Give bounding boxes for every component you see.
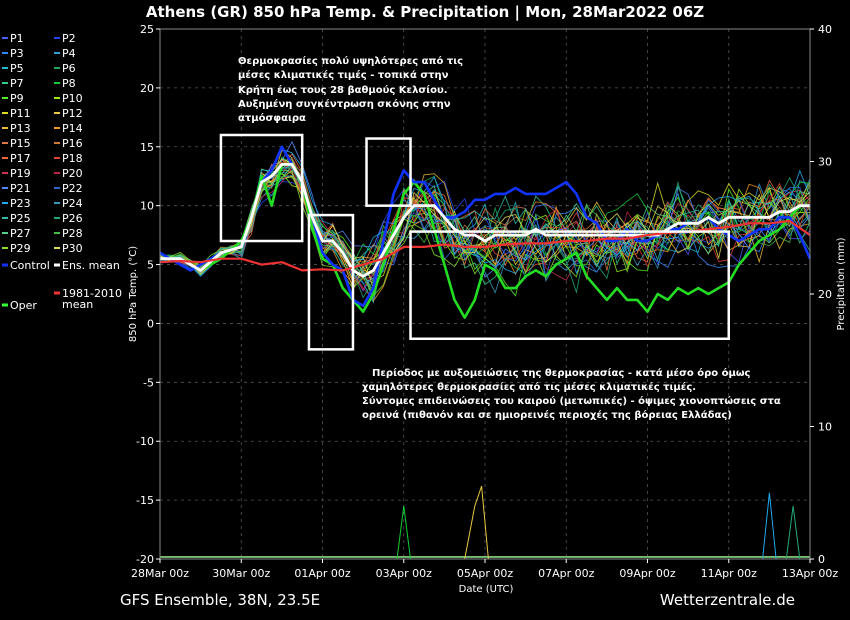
legend-label: P27 xyxy=(10,227,31,240)
y2-tick-label: 0 xyxy=(818,553,825,566)
y2-tick-label: 10 xyxy=(818,421,832,434)
legend-label: P24 xyxy=(62,197,83,210)
precip-mark-p12 xyxy=(464,485,489,560)
legend-label: P28 xyxy=(62,227,83,240)
x-axis-label: Date (UTC) xyxy=(459,584,514,595)
legend-label: P6 xyxy=(62,62,76,75)
highlight-box-1 xyxy=(219,133,304,243)
legend-label: P17 xyxy=(10,152,31,165)
precip-mark-p26 xyxy=(785,505,801,560)
series-1981-2010-mean xyxy=(159,219,811,272)
legend: P1 P2 P3 P4 P5 P6 P7 P8 P9 P10 P11 P12 P13 P14 P15 P16 P… xyxy=(2,32,122,312)
precipitation-bars xyxy=(160,485,810,560)
y-tick-label: 10 xyxy=(140,200,154,213)
y-tick-label: -5 xyxy=(143,376,154,389)
annotation-line: ατμόσφαιρα xyxy=(238,112,306,124)
legend-label: P26 xyxy=(62,212,83,225)
annotation-line: Κρήτη έως τους 28 βαθμούς Κελσίου. xyxy=(238,84,448,96)
chart-title: Athens (GR) 850 hPa Temp. & Precipitatio… xyxy=(146,3,704,22)
x-tick-label: 13Apr 00z xyxy=(782,567,839,580)
y2-tick-label: 20 xyxy=(818,288,832,301)
x-tick-label: 28Mar 00z xyxy=(131,567,189,580)
annotation-line: χαμηλότερες θερμοκρασίες από τις μέσες κ… xyxy=(362,381,696,393)
legend-label: P3 xyxy=(10,47,24,60)
legend-label: P13 xyxy=(10,122,31,135)
annotation-line: Αυξημένη συγκέντρωση σκόνης στην xyxy=(238,98,451,110)
y-tick-label: 20 xyxy=(140,82,154,95)
annotations: Θερμοκρασίες πολύ υψηλότερες από τις μέσε… xyxy=(238,55,781,421)
legend-label: P2 xyxy=(62,32,76,45)
y-tick-label: -20 xyxy=(136,553,154,566)
y-tick-label: 5 xyxy=(147,259,154,272)
y-tick-label: -15 xyxy=(136,494,154,507)
axes: 25 20 15 10 5 0 -5 -10 -15 -20 40 30 20 10 0 28Mar 00z 3… xyxy=(131,23,838,580)
series-ens-mean xyxy=(160,162,810,278)
legend-label: Ens. mean xyxy=(62,259,120,272)
legend-label: P21 xyxy=(10,182,31,195)
annotation-line: Σύντομες επιδεινώσεις του καιρού (μετωπι… xyxy=(362,395,781,407)
precip-mark-p8 xyxy=(396,505,411,560)
annotation-line: ορεινά (πιθανόν και σε ημιορεινές περιοχ… xyxy=(362,409,732,421)
annotation-line: μέσες κλιματικές τιμές - τοπικά στην xyxy=(238,69,449,81)
member-line-p23 xyxy=(159,148,811,277)
legend-label: P19 xyxy=(10,167,31,180)
member-line-p8 xyxy=(159,156,811,275)
legend-label: P14 xyxy=(62,122,83,135)
y-tick-label: -10 xyxy=(136,435,154,448)
y2-axis-label: Precipitation (mm) xyxy=(836,237,847,330)
highlight-boxes xyxy=(219,133,730,351)
legend-label: P29 xyxy=(10,242,31,255)
legend-label: P18 xyxy=(62,152,83,165)
x-tick-label: 11Apr 00z xyxy=(701,567,758,580)
legend-label: P16 xyxy=(62,137,83,150)
x-tick-label: 03Apr 00z xyxy=(376,567,433,580)
legend-label: P5 xyxy=(10,62,24,75)
legend-label: P15 xyxy=(10,137,31,150)
member-line-p25 xyxy=(159,166,811,292)
main-series xyxy=(159,145,812,319)
annotation-line: Θερμοκρασίες πολύ υψηλότερες από τις xyxy=(238,55,463,67)
legend-label: Oper xyxy=(10,299,37,312)
legend-label: P8 xyxy=(62,77,76,90)
legend-label: Control xyxy=(10,259,50,272)
member-line-p29 xyxy=(159,170,811,297)
highlight-box-3 xyxy=(365,137,412,207)
y2-tick-label: 30 xyxy=(818,156,832,169)
legend-label: P1 xyxy=(10,32,24,45)
member-line-p17 xyxy=(159,158,811,274)
member-line-p18 xyxy=(159,162,811,281)
legend-label: P10 xyxy=(62,92,83,105)
highlight-box-4 xyxy=(409,230,730,341)
legend-label: P30 xyxy=(62,242,83,255)
legend-label: P12 xyxy=(62,107,83,120)
legend-label: P4 xyxy=(62,47,76,60)
footer-brand: Wetterzentrale.de xyxy=(660,591,795,609)
legend-label: 1981-2010 mean xyxy=(62,287,122,311)
annotation-line: Περίοδος με αυξομειώσεις της θερμοκρασία… xyxy=(372,367,751,379)
legend-label: P25 xyxy=(10,212,31,225)
legend-label: P9 xyxy=(10,92,24,105)
x-tick-label: 05Apr 00z xyxy=(457,567,514,580)
y-tick-label: 0 xyxy=(147,317,154,330)
legend-label: P11 xyxy=(10,107,31,120)
y-tick-label: 15 xyxy=(140,141,154,154)
legend-label: P7 xyxy=(10,77,24,90)
member-line-p27 xyxy=(159,164,811,284)
x-tick-label: 09Apr 00z xyxy=(619,567,676,580)
y-axis-label: 850 hPa Temp. (°C) xyxy=(128,246,139,342)
precip-mark-p23 xyxy=(762,492,777,560)
x-tick-label: 07Apr 00z xyxy=(538,567,595,580)
x-tick-label: 01Apr 00z xyxy=(294,567,351,580)
legend-label: P20 xyxy=(62,167,83,180)
footer-source: GFS Ensemble, 38N, 23.5E xyxy=(120,591,320,609)
legend-label: P22 xyxy=(62,182,83,195)
y-tick-label: 25 xyxy=(140,23,154,36)
y2-tick-label: 40 xyxy=(818,23,832,36)
x-tick-label: 30Mar 00z xyxy=(212,567,270,580)
highlight-box-2 xyxy=(307,213,355,351)
legend-label: P23 xyxy=(10,197,31,210)
